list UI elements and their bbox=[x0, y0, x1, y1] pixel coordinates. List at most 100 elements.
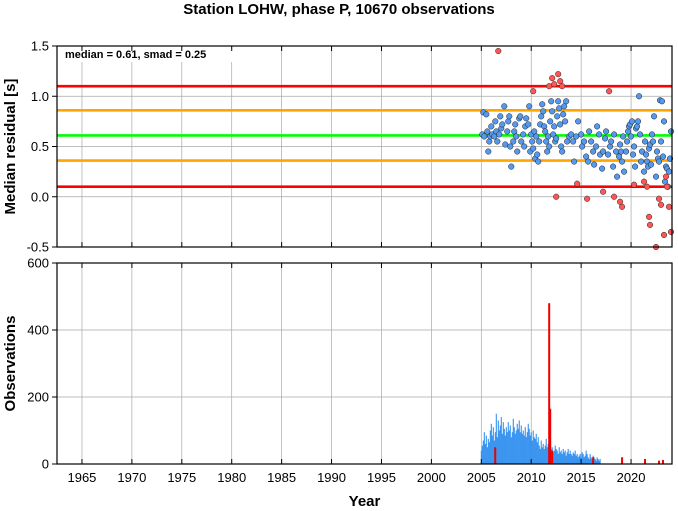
residual-point bbox=[603, 128, 610, 135]
residual-point bbox=[631, 143, 638, 150]
observation-bar bbox=[542, 443, 544, 464]
residual-point bbox=[533, 133, 540, 140]
residual-point bbox=[602, 135, 609, 142]
observation-bar-red bbox=[551, 450, 554, 464]
residual-point bbox=[638, 158, 645, 165]
residual-point bbox=[631, 181, 638, 188]
observation-bar bbox=[588, 458, 590, 464]
residual-point bbox=[574, 180, 581, 187]
residual-point bbox=[529, 138, 536, 145]
observation-bar bbox=[556, 450, 558, 464]
residual-point bbox=[551, 81, 558, 88]
residual-point bbox=[634, 123, 641, 130]
observation-bar bbox=[501, 433, 503, 464]
observation-bar bbox=[553, 450, 555, 464]
residual-point bbox=[600, 148, 607, 155]
residual-point bbox=[496, 131, 503, 138]
observation-bar-red bbox=[662, 459, 665, 464]
observation-bar bbox=[484, 443, 486, 464]
residual-point bbox=[586, 128, 593, 135]
observations-grid bbox=[57, 262, 672, 465]
residual-point bbox=[548, 98, 555, 105]
residual-point bbox=[650, 113, 658, 120]
observation-bar bbox=[504, 435, 506, 464]
observation-bar bbox=[578, 455, 580, 464]
residual-point bbox=[653, 148, 661, 155]
observation-bar bbox=[569, 450, 571, 464]
residual-point bbox=[660, 118, 668, 125]
residual-point bbox=[605, 151, 612, 158]
observation-bar bbox=[555, 448, 557, 464]
residual-point bbox=[554, 113, 561, 120]
observation-bar bbox=[554, 445, 556, 464]
observation-bar bbox=[568, 453, 570, 464]
observation-bar bbox=[514, 433, 516, 464]
residual-point bbox=[641, 138, 649, 145]
observation-bar bbox=[545, 438, 547, 464]
observation-bar bbox=[595, 460, 597, 464]
residual-point bbox=[657, 138, 665, 145]
observation-bar bbox=[575, 455, 577, 464]
residual-point bbox=[501, 103, 508, 110]
observation-bar bbox=[532, 430, 534, 464]
observation-bar bbox=[577, 457, 579, 464]
observation-bar bbox=[566, 452, 568, 464]
residual-point bbox=[619, 158, 626, 165]
residual-point bbox=[667, 228, 675, 235]
observation-bar bbox=[586, 453, 588, 464]
observation-bar bbox=[571, 455, 573, 464]
observation-bar bbox=[507, 422, 509, 464]
observation-bar bbox=[529, 435, 531, 464]
residual-point bbox=[593, 143, 600, 150]
residual-point bbox=[520, 131, 527, 138]
observation-bar bbox=[565, 455, 567, 464]
residual-point bbox=[660, 231, 668, 238]
observation-bar bbox=[538, 445, 540, 464]
observation-bar bbox=[480, 450, 482, 464]
residual-point bbox=[511, 128, 518, 135]
x-tick-label: 1985 bbox=[267, 470, 296, 485]
observation-bar bbox=[490, 423, 492, 464]
residual-point bbox=[543, 138, 550, 145]
observation-bar-red bbox=[592, 457, 595, 464]
residual-point bbox=[535, 158, 542, 165]
residual-point bbox=[540, 108, 547, 115]
observation-bar bbox=[511, 432, 513, 464]
observation-bar bbox=[486, 447, 488, 464]
observation-bar bbox=[515, 430, 517, 464]
x-tick-label: 2010 bbox=[517, 470, 546, 485]
observation-bar bbox=[570, 453, 572, 464]
observation-bar bbox=[505, 427, 507, 464]
residual-point bbox=[643, 183, 651, 190]
residual-point bbox=[485, 148, 492, 155]
residual-point bbox=[546, 143, 553, 150]
residual-point bbox=[517, 113, 524, 120]
x-tick-label: 2015 bbox=[567, 470, 596, 485]
x-tick-label: 1990 bbox=[317, 470, 346, 485]
residual-point bbox=[531, 128, 538, 135]
observation-bar bbox=[512, 418, 514, 464]
residual-point bbox=[645, 213, 653, 220]
residual-point bbox=[606, 88, 613, 95]
residual-point bbox=[530, 145, 537, 152]
residual-point bbox=[547, 118, 554, 125]
observation-bar bbox=[489, 430, 491, 464]
observation-bar bbox=[583, 457, 585, 464]
observation-bar bbox=[560, 450, 562, 464]
residual-point bbox=[542, 128, 549, 135]
residual-point bbox=[655, 158, 663, 165]
residual-point bbox=[508, 163, 515, 170]
observation-bar bbox=[558, 447, 560, 464]
residual-point bbox=[611, 193, 618, 200]
residual-point bbox=[570, 138, 577, 145]
residual-point bbox=[619, 203, 626, 210]
residual-point bbox=[553, 193, 560, 200]
residual-point bbox=[559, 83, 566, 90]
x-tick-label: 1995 bbox=[367, 470, 396, 485]
residual-point bbox=[661, 178, 669, 185]
observation-bar bbox=[488, 442, 490, 464]
residual-point bbox=[642, 151, 650, 158]
residual-point bbox=[507, 143, 514, 150]
y-tick-label: 400 bbox=[27, 323, 49, 338]
